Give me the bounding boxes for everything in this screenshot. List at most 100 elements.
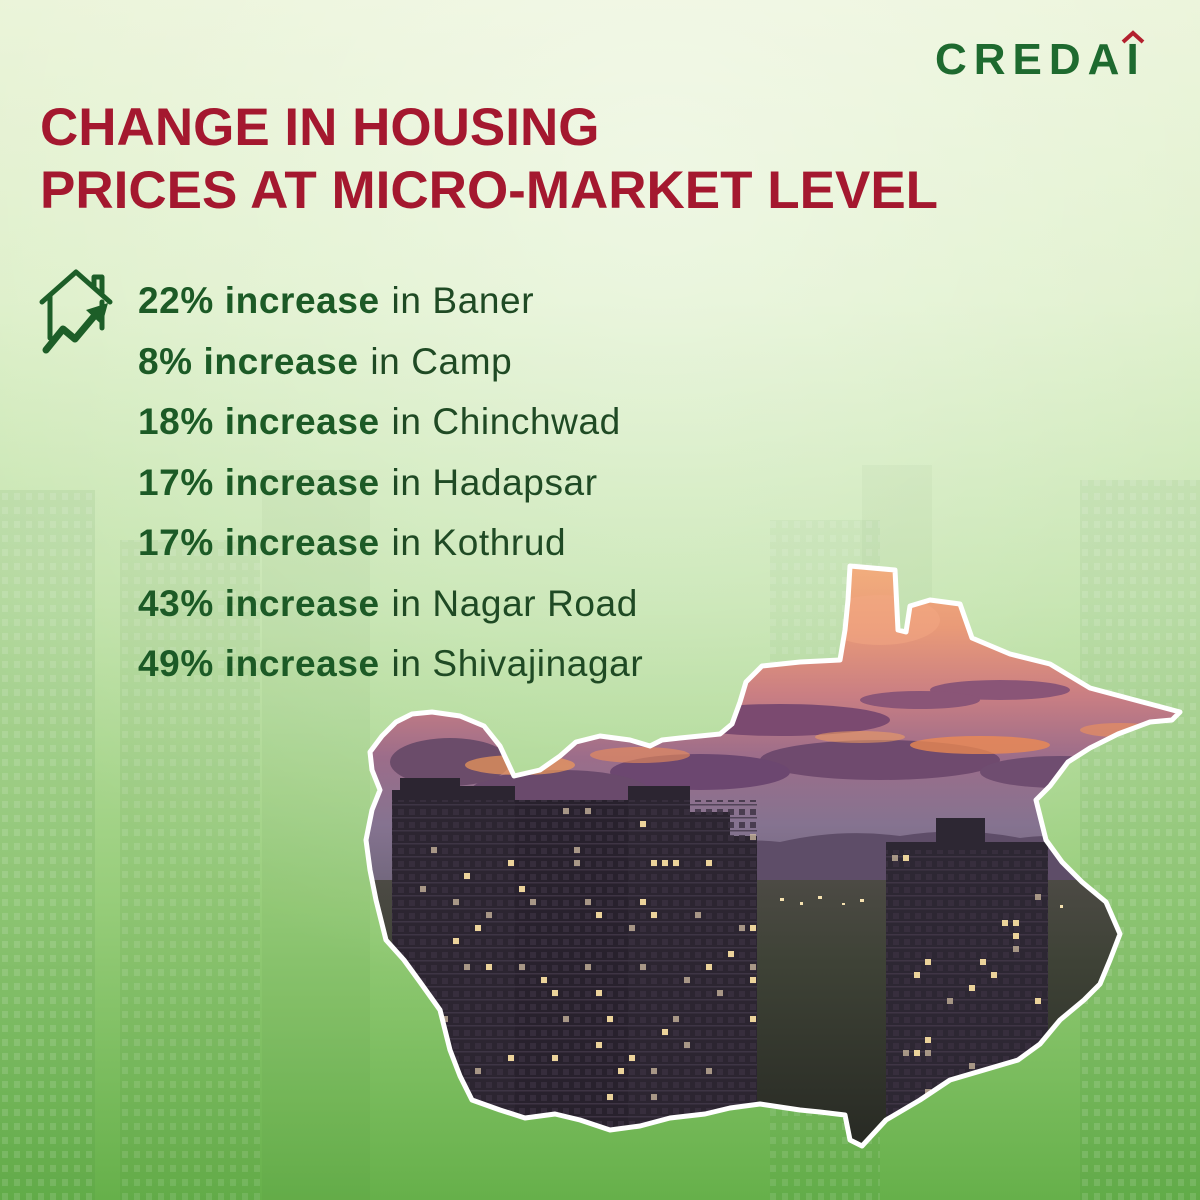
lit-window [596, 1042, 602, 1048]
lit-window [969, 985, 975, 991]
list-item: 22% increase in Baner [138, 271, 643, 332]
lit-window [607, 1094, 613, 1100]
lit-window [1035, 1128, 1041, 1134]
lit-window [739, 925, 745, 931]
lit-window [750, 834, 756, 840]
stat-highlight: 17% increase [138, 461, 380, 503]
lit-window [903, 855, 909, 861]
lit-window [662, 1029, 668, 1035]
lit-window [519, 964, 525, 970]
lit-window [684, 977, 690, 983]
stat-highlight: 18% increase [138, 401, 380, 442]
lit-window [552, 1055, 558, 1061]
lit-window [475, 925, 481, 931]
stats-list: 22% increase in Baner 8% increase in Camp … [138, 271, 643, 695]
lit-window [475, 1068, 481, 1074]
lit-window [673, 860, 679, 866]
lit-window [486, 912, 492, 918]
lit-window [409, 1029, 415, 1035]
stat-location: in Kothrud [391, 522, 567, 563]
lit-window [750, 925, 756, 931]
lit-window [1024, 1063, 1030, 1069]
lit-window [541, 1146, 547, 1152]
lit-window [585, 899, 591, 905]
lit-window [1013, 920, 1019, 926]
right-tower-block [886, 818, 1048, 1146]
lit-window [662, 860, 668, 866]
lit-window [980, 959, 986, 965]
lit-window [464, 964, 470, 970]
brand-logo: CREDAI [935, 38, 1146, 82]
house-trend-up-icon [39, 269, 113, 354]
lit-window [684, 1133, 690, 1139]
lit-window [706, 964, 712, 970]
lit-window [431, 847, 437, 853]
lit-window [563, 1016, 569, 1022]
lit-window [420, 1068, 426, 1074]
lit-window [442, 1094, 448, 1100]
lit-window [1013, 946, 1019, 952]
lit-window [1035, 894, 1041, 900]
lit-window [750, 977, 756, 983]
lit-window [750, 1016, 756, 1022]
lit-window [596, 990, 602, 996]
lit-window [519, 886, 525, 892]
lit-window [464, 873, 470, 879]
lit-window [1035, 1050, 1041, 1056]
brand-logo-text: CREDAI [935, 35, 1146, 84]
lit-window [420, 886, 426, 892]
lit-window [629, 925, 635, 931]
lit-window [552, 1146, 558, 1152]
lit-window [640, 899, 646, 905]
stat-highlight: 22% increase [138, 280, 380, 321]
lit-window [508, 1055, 514, 1061]
lit-window [925, 1037, 931, 1043]
logo-roof-accent-icon [1121, 30, 1145, 44]
lit-window [508, 860, 514, 866]
lit-window [442, 1016, 448, 1022]
lit-window [486, 964, 492, 970]
lit-window [651, 1068, 657, 1074]
lit-window [706, 860, 712, 866]
lit-window [409, 1042, 415, 1048]
lit-window [563, 808, 569, 814]
stat-location: in Baner [391, 280, 535, 321]
lit-window [706, 1068, 712, 1074]
stat-location: in Chinchwad [391, 401, 621, 442]
lit-window [530, 899, 536, 905]
stat-location: in Camp [370, 340, 513, 382]
lit-window [651, 860, 657, 866]
lit-window [453, 1146, 459, 1152]
horizon-lights [780, 896, 1063, 908]
lit-window [607, 1016, 613, 1022]
lit-window [585, 964, 591, 970]
list-item: 17% increase in Hadapsar [138, 453, 643, 514]
lit-window [750, 964, 756, 970]
lit-window [728, 951, 734, 957]
lit-window [892, 855, 898, 861]
lit-window [453, 1107, 459, 1113]
stat-highlight: 17% increase [138, 522, 380, 563]
list-item: 17% increase in Kothrud [138, 513, 643, 574]
title-line-1: CHANGE IN HOUSING [40, 98, 600, 157]
lit-window [903, 1050, 909, 1056]
lit-window [651, 1094, 657, 1100]
lit-window [947, 1102, 953, 1108]
lit-window [640, 964, 646, 970]
lit-window [1035, 998, 1041, 1004]
lit-window [574, 860, 580, 866]
lit-window [585, 808, 591, 814]
lit-window [1002, 920, 1008, 926]
lit-window [947, 998, 953, 1004]
lit-window [453, 899, 459, 905]
left-tower-block [392, 778, 757, 1146]
lit-window [1013, 1076, 1019, 1082]
list-item: 8% increase in Camp [138, 332, 643, 393]
lit-window [431, 1107, 437, 1113]
lit-window [914, 1050, 920, 1056]
lit-window [618, 1068, 624, 1074]
lit-window [409, 1133, 415, 1139]
lit-window [398, 1055, 404, 1061]
lit-window [629, 1055, 635, 1061]
